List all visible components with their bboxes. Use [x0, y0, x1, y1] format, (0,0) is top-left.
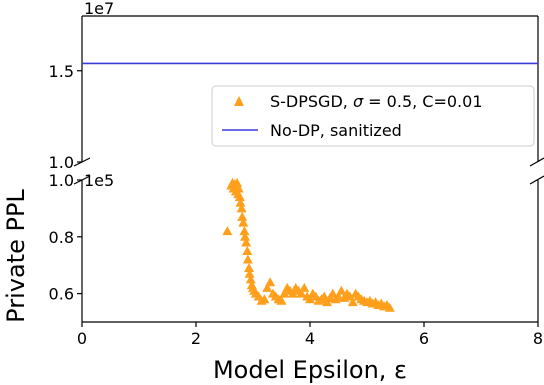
x-axis-label: Model Epsilon, ε	[213, 356, 407, 384]
break-mark-top-left	[73, 157, 91, 167]
x-axis-ticks: 0 2 4 6 8	[77, 322, 543, 348]
scatter-point	[237, 211, 248, 221]
scatter-point	[242, 254, 253, 264]
scatter-point	[245, 274, 256, 284]
scatter-point	[296, 288, 307, 298]
scatter-point	[239, 226, 250, 236]
scatter-point	[241, 237, 252, 247]
x-tick-label: 2	[191, 329, 201, 348]
scatter-point	[336, 285, 347, 295]
x-tick-label: 8	[533, 329, 543, 348]
bottom-y-tick-label: 0.8	[49, 228, 74, 247]
scatter-point	[262, 282, 273, 292]
scatter-point	[259, 294, 270, 304]
scatter-point	[244, 268, 255, 278]
scatter-point	[276, 295, 287, 305]
top-panel-offset-label: 1e7	[84, 0, 114, 18]
legend-entry-sdpsgd: S-DPSGD, σ = 0.5, C=0.01	[270, 92, 483, 111]
scatter-point	[287, 288, 298, 298]
break-mark-bottom-right	[529, 175, 544, 185]
y-axis-label: Private PPL	[2, 189, 30, 323]
scatter-point	[279, 288, 290, 298]
legend-entry-nodp: No-DP, sanitized	[270, 121, 402, 140]
scatter-point	[242, 246, 253, 255]
scatter-point	[233, 183, 244, 193]
axis-break-marks	[73, 157, 544, 185]
scatter-point	[244, 263, 255, 273]
scatter-point	[384, 302, 395, 312]
top-y-tick-label: 1.5	[49, 62, 74, 81]
x-tick-label: 6	[419, 329, 429, 348]
scatter-point	[222, 226, 233, 236]
top-panel-y-ticks: 1.0 1.5	[49, 62, 82, 172]
scatter-point	[232, 177, 243, 187]
scatter-point	[235, 197, 246, 207]
scatter-point	[240, 231, 251, 241]
scatter-point	[347, 297, 358, 307]
legend: S-DPSGD, σ = 0.5, C=0.01 No-DP, sanitize…	[211, 85, 535, 147]
scatter-point	[236, 203, 247, 213]
scatter-point	[238, 217, 249, 227]
bottom-panel: 0.6 0.8 1.0 1e5	[49, 171, 539, 323]
x-tick-label: 0	[77, 329, 87, 348]
scatter-point	[305, 294, 315, 304]
break-mark-top-right	[529, 157, 544, 167]
bottom-panel-offset-label: 1e5	[84, 171, 114, 190]
x-tick-label: 4	[305, 329, 315, 348]
scatter-series	[222, 177, 395, 312]
scatter-point	[234, 192, 245, 202]
bottom-panel-y-ticks: 0.6 0.8 1.0	[49, 171, 82, 304]
top-y-tick-label: 1.0	[49, 153, 74, 172]
bottom-y-tick-label: 0.6	[49, 285, 74, 304]
legend-box	[211, 85, 535, 147]
break-mark-bottom-left	[73, 175, 91, 185]
scatter-point	[265, 277, 276, 287]
scatter-point	[299, 282, 310, 292]
bottom-y-tick-label: 1.0	[49, 171, 74, 190]
scatter-point	[333, 291, 344, 301]
legend-triangle-marker	[234, 96, 244, 106]
